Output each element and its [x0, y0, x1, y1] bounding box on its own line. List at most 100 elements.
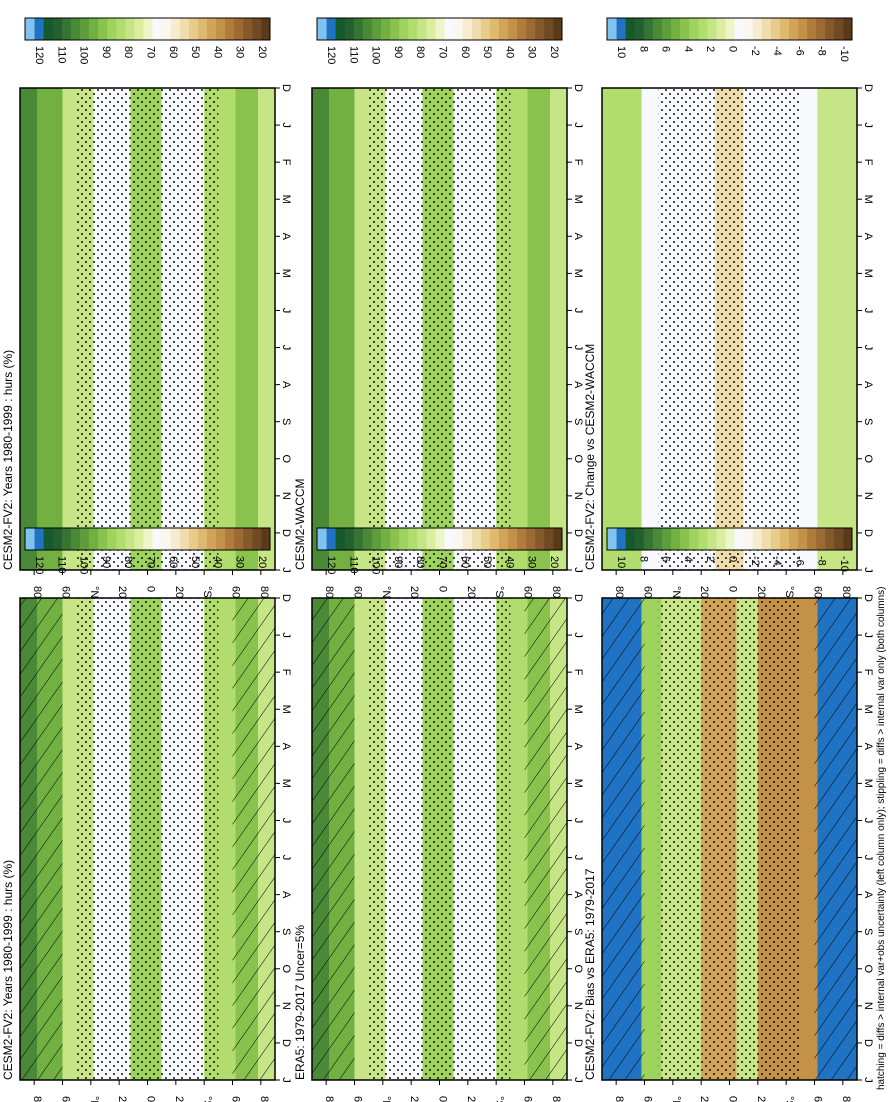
month-tick-label: O: [862, 964, 874, 973]
colorbar-label: 30: [526, 556, 538, 568]
colorbar-swatch: [188, 528, 198, 550]
colorbar-label: 80: [122, 46, 134, 58]
month-tick-label: F: [280, 669, 292, 676]
month-tick-label: N: [572, 492, 584, 500]
month-tick-label: J: [862, 1077, 874, 1083]
colorbar-swatch: [797, 18, 808, 40]
month-tick-label: D: [280, 1039, 292, 1047]
colorbar-label: 70: [145, 556, 157, 568]
lat-tick-label: 0: [145, 1096, 157, 1102]
colorbar-swatch: [142, 18, 153, 40]
month-tick-label: J: [280, 567, 292, 573]
colorbar-swatch: [616, 528, 626, 550]
colorbar-swatch: [652, 18, 662, 40]
colorbar-swatch: [179, 18, 189, 40]
colorbar-swatch: [188, 18, 198, 40]
lat-tick-label: 60: [352, 1096, 364, 1102]
lat-tick-label: 80: [258, 586, 270, 598]
hatch-overlay: [602, 598, 645, 1080]
colorbar-label: 30: [234, 556, 246, 568]
chart-panel-5: ERA5: 1979-2017 Uncer=5% 80 60 °N 20 0 20 °S 60 8…: [293, 527, 584, 1102]
stipple-overlay: [76, 598, 219, 1080]
colorbar-swatch: [170, 528, 180, 550]
colorbar-swatch: [233, 18, 244, 40]
colorbar-swatch: [326, 528, 336, 550]
colorbar-label: 100: [78, 556, 90, 574]
colorbar-label: 40: [211, 46, 223, 58]
colorbar-swatch: [670, 18, 681, 40]
colorbar-label: 20: [256, 46, 268, 58]
month-tick-label: D: [572, 594, 584, 602]
colorbar-swatch: [434, 528, 445, 550]
lat-tick-label: 60: [60, 1096, 72, 1102]
colorbar-swatch: [516, 528, 527, 550]
colorbar-swatch: [124, 528, 135, 550]
stipple-overlay: [658, 88, 801, 570]
colorbar-swatch: [353, 18, 363, 40]
month-tick-label: M: [280, 195, 292, 204]
colorbar-label: 120: [33, 556, 45, 574]
lat-tick-label: 0: [727, 586, 739, 592]
colorbar-label: 60: [167, 556, 179, 568]
colorbar-label: 4: [682, 556, 694, 562]
colorbar-label: 120: [325, 46, 337, 64]
month-tick-label: M: [280, 705, 292, 714]
lat-tick-label: 80: [550, 586, 562, 598]
colorbar-swatch: [416, 528, 427, 550]
colorbar-label: -10: [838, 46, 850, 62]
colorbar-swatch: [124, 18, 135, 40]
month-tick-label: J: [572, 1077, 584, 1083]
month-tick-label: D: [862, 529, 874, 537]
month-tick-label: A: [280, 381, 292, 389]
colorbar-swatch: [34, 18, 44, 40]
colorbar-swatch: [25, 528, 35, 550]
colorbar-swatch: [697, 18, 708, 40]
colorbar-swatch: [779, 528, 789, 550]
lat-tick-label: 60: [230, 586, 242, 598]
lat-tick-label: 80: [550, 1096, 562, 1102]
month-tick-label: S: [572, 418, 584, 425]
colorbar-label: 50: [481, 556, 493, 568]
colorbar-swatch: [88, 18, 99, 40]
month-tick-label: O: [572, 964, 584, 973]
colorbar-swatch: [106, 528, 117, 550]
lat-tick-label: 80: [31, 1096, 43, 1102]
colorbar-swatch: [797, 528, 808, 550]
colorbar-swatch: [498, 18, 509, 40]
month-tick-label: J: [572, 308, 584, 314]
lat-tick-label: 60: [522, 586, 534, 598]
colorbar-label: 50: [189, 46, 201, 58]
colorbar-swatch: [552, 528, 563, 550]
colorbar-label: 110: [55, 556, 67, 574]
month-tick-label: D: [572, 84, 584, 92]
month-tick-label: N: [280, 492, 292, 500]
month-tick-label: A: [572, 891, 584, 899]
colorbar-label: 80: [414, 46, 426, 58]
colorbar-swatch: [251, 18, 262, 40]
lat-tick-label: 60: [352, 586, 364, 598]
colorbar-label: 20: [548, 46, 560, 58]
field-band: [235, 88, 258, 570]
hatch-overlay: [232, 598, 275, 1080]
month-tick-label: S: [572, 928, 584, 935]
colorbar-swatch: [326, 18, 336, 40]
colorbar-swatch: [634, 18, 644, 40]
colorbar-swatch: [498, 528, 509, 550]
colorbar-swatch: [824, 18, 835, 40]
colorbar-swatch: [661, 18, 672, 40]
panel-title: CESM2-FV2: Change vs CESM2-WACCM: [583, 344, 597, 570]
colorbar-label: -8: [816, 46, 828, 56]
hatch-overlay: [312, 598, 355, 1080]
colorbar-swatch: [833, 18, 844, 40]
lat-tick-label: °S: [493, 1096, 505, 1102]
colorbar-swatch: [616, 18, 626, 40]
colorbar-swatch: [224, 528, 235, 550]
month-tick-label: J: [862, 567, 874, 573]
colorbar-swatch: [706, 18, 717, 40]
colorbar-swatch: [260, 528, 271, 550]
colorbar-swatch: [761, 18, 771, 40]
colorbar-label: -4: [771, 46, 783, 56]
field-band: [258, 88, 275, 570]
colorbar-swatch: [161, 18, 171, 40]
